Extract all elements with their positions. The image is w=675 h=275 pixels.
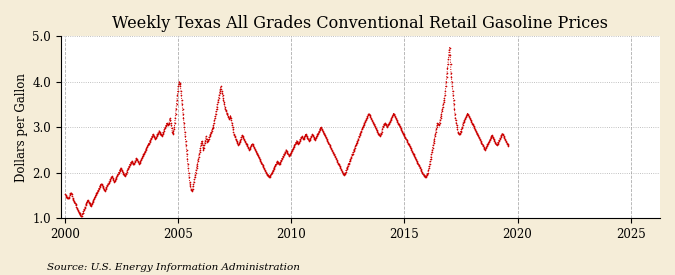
Y-axis label: Dollars per Gallon: Dollars per Gallon	[15, 73, 28, 182]
Text: Source: U.S. Energy Information Administration: Source: U.S. Energy Information Administ…	[47, 263, 300, 272]
Title: Weekly Texas All Grades Conventional Retail Gasoline Prices: Weekly Texas All Grades Conventional Ret…	[112, 15, 608, 32]
